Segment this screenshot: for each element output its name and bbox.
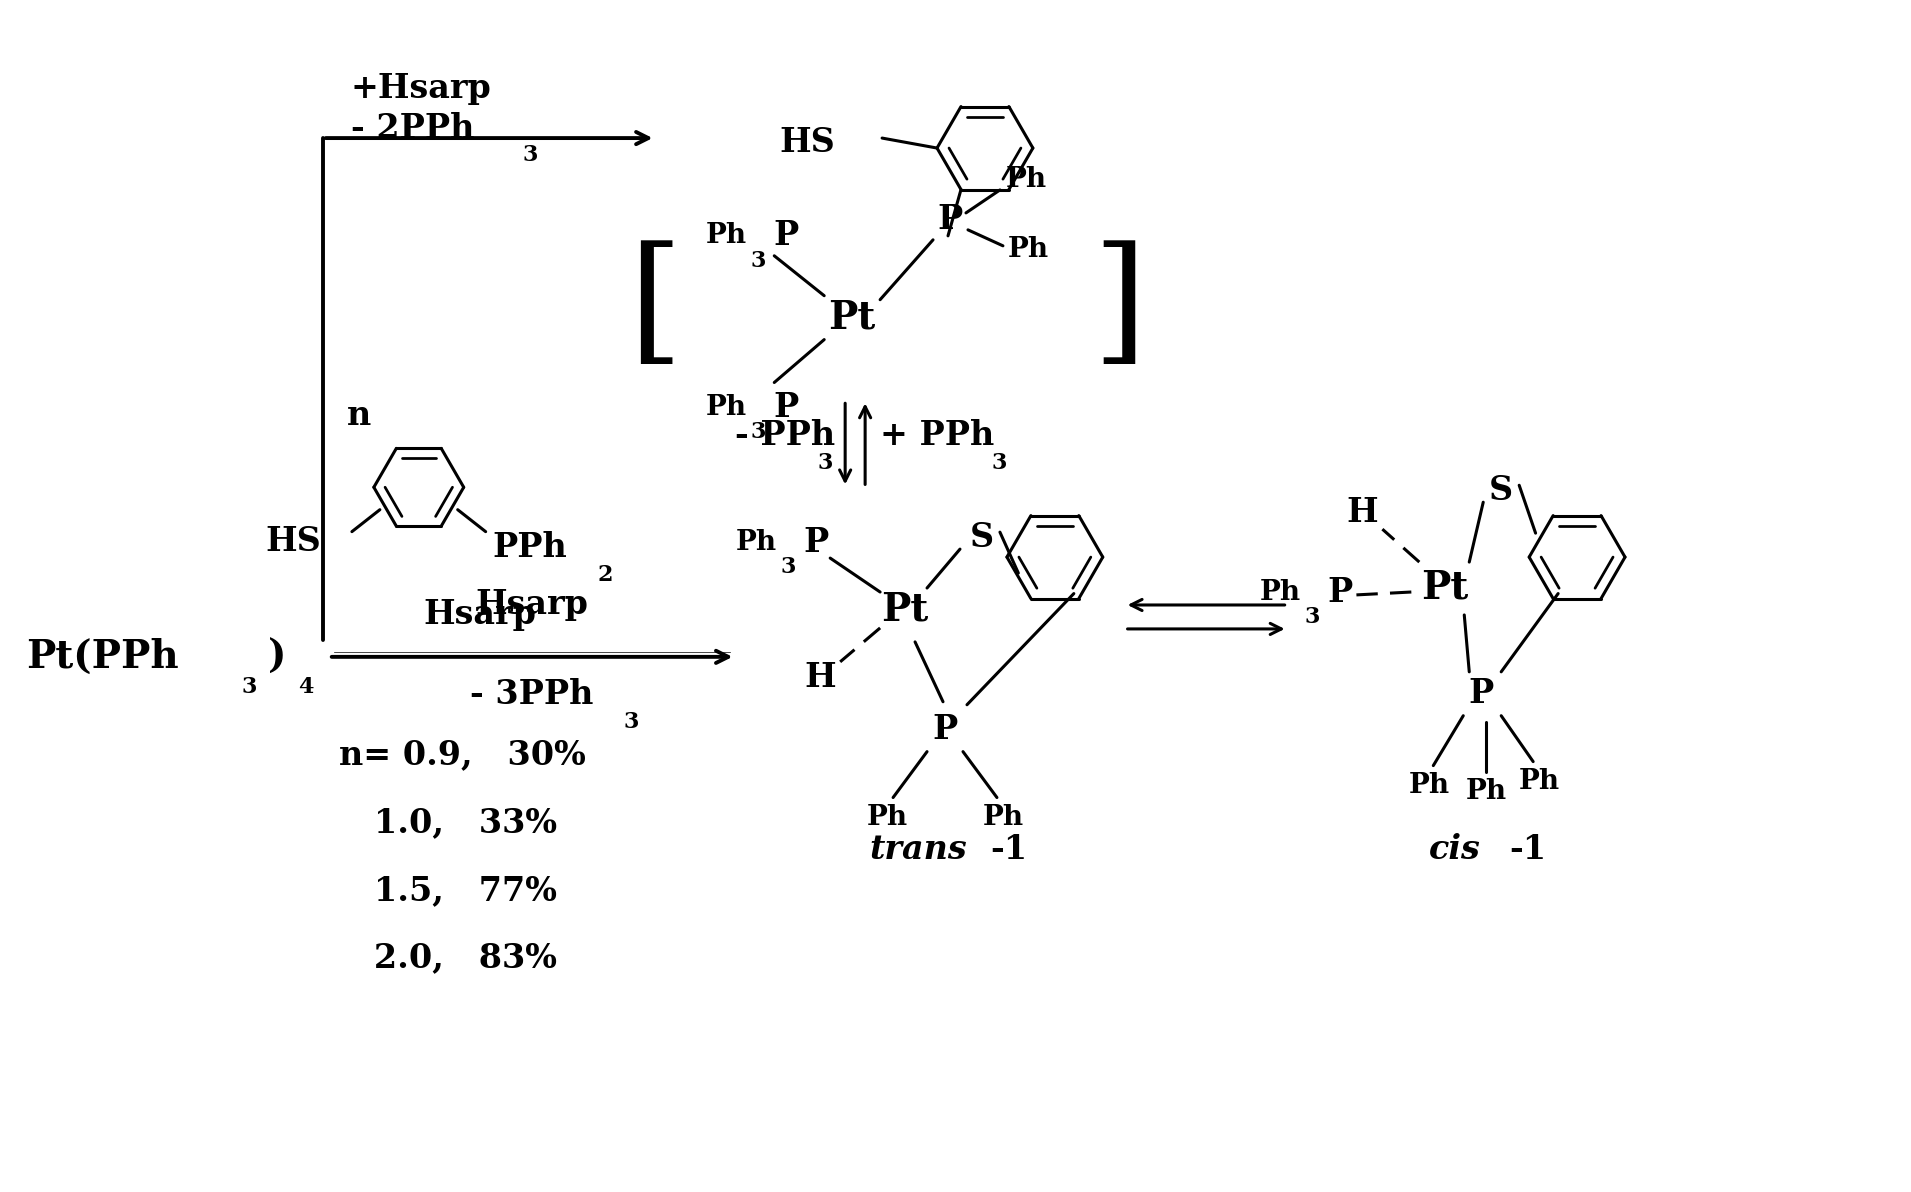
Text: Ph: Ph: [1519, 768, 1559, 795]
Text: Ph: Ph: [1408, 772, 1450, 799]
Text: 3: 3: [992, 452, 1007, 473]
Text: 3: 3: [241, 676, 256, 697]
Text: Ph: Ph: [736, 528, 776, 555]
Text: 3: 3: [1305, 606, 1321, 628]
Text: - 2PPh: - 2PPh: [352, 112, 474, 144]
Text: 3: 3: [780, 555, 795, 578]
Text: Ph: Ph: [705, 393, 747, 421]
Text: P: P: [774, 219, 799, 253]
Text: -1: -1: [1510, 833, 1546, 865]
Text: S: S: [1489, 473, 1514, 507]
Text: + PPh: + PPh: [881, 420, 994, 453]
Text: S: S: [971, 521, 994, 553]
Text: PPh: PPh: [493, 532, 568, 564]
Text: 3: 3: [625, 710, 640, 733]
Text: 3: 3: [751, 422, 766, 443]
Text: Pt: Pt: [1420, 569, 1468, 606]
Text: - PPh: - PPh: [736, 420, 835, 453]
Text: Pt: Pt: [881, 591, 929, 629]
Text: ): ): [268, 638, 287, 676]
Text: Ph: Ph: [1007, 236, 1049, 263]
Text: P: P: [1470, 677, 1494, 710]
Text: Hsarp: Hsarp: [424, 598, 537, 632]
Text: +Hsarp: +Hsarp: [352, 72, 491, 105]
Text: P: P: [938, 204, 963, 236]
Text: ]: ]: [1093, 241, 1147, 374]
Text: HS: HS: [266, 526, 321, 558]
Text: - 3PPh: - 3PPh: [470, 678, 594, 712]
Text: 3: 3: [751, 250, 766, 272]
Text: 1.0,   33%: 1.0, 33%: [338, 806, 556, 839]
Text: 2.0,   83%: 2.0, 83%: [338, 942, 556, 975]
Text: Pt: Pt: [829, 299, 875, 336]
Text: Ph: Ph: [982, 803, 1024, 831]
Text: Ph: Ph: [1259, 578, 1301, 606]
Text: P: P: [803, 526, 829, 559]
Text: 1.5,   77%: 1.5, 77%: [338, 874, 556, 907]
Text: [: [: [629, 241, 682, 374]
Text: H: H: [805, 662, 835, 694]
Text: n: n: [348, 399, 371, 432]
Text: 2: 2: [598, 564, 613, 585]
Text: cis: cis: [1428, 833, 1481, 865]
Text: H: H: [1347, 496, 1378, 529]
Text: 3: 3: [818, 452, 833, 473]
Text: Hsarp: Hsarp: [476, 589, 589, 621]
Text: P: P: [774, 391, 799, 424]
Text: 4: 4: [298, 676, 313, 697]
Text: P: P: [1328, 576, 1353, 608]
Text: Ph: Ph: [1005, 167, 1047, 193]
Text: Pt(PPh: Pt(PPh: [27, 638, 180, 676]
Text: P: P: [933, 713, 957, 746]
Text: HS: HS: [780, 125, 835, 159]
Text: Ph: Ph: [705, 223, 747, 249]
Text: n= 0.9,   30%: n= 0.9, 30%: [338, 738, 587, 771]
Text: trans: trans: [870, 833, 967, 865]
Text: Ph: Ph: [866, 803, 908, 831]
Text: -1: -1: [990, 833, 1026, 865]
Text: 3: 3: [522, 144, 539, 166]
Text: Ph: Ph: [1466, 778, 1506, 805]
